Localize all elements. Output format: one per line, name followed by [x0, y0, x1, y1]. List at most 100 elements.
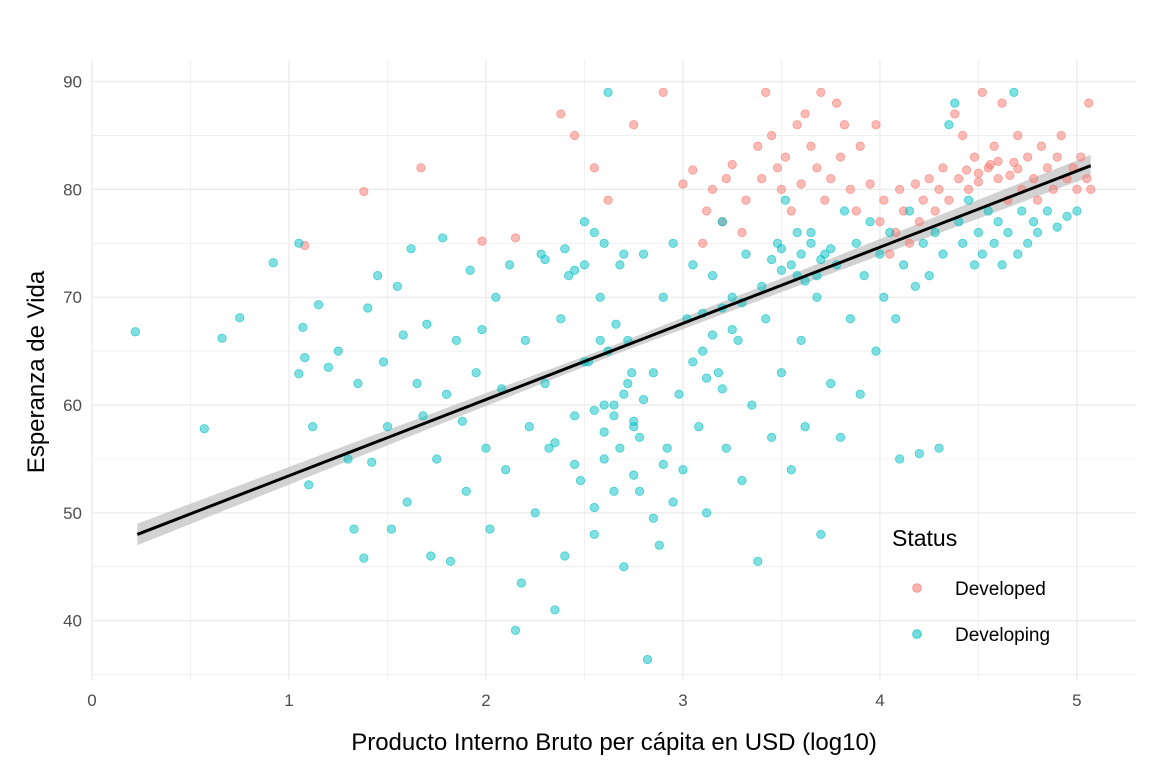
y-tick-label: 80	[63, 180, 82, 199]
point-developed	[944, 195, 954, 205]
point-developing	[1032, 227, 1043, 238]
point-developing	[544, 443, 554, 453]
point-developing	[599, 454, 609, 464]
point-developing	[707, 330, 718, 340]
point-developing	[904, 206, 915, 216]
point-developed	[851, 206, 861, 216]
point-developing	[530, 508, 540, 518]
point-developing	[589, 405, 599, 416]
legend: Status Developed Developing	[892, 525, 1050, 646]
point-developing	[930, 227, 940, 238]
point-developing	[520, 335, 530, 345]
point-developing	[812, 292, 822, 302]
point-developing	[556, 314, 566, 324]
point-developing	[654, 540, 664, 550]
point-developing	[386, 524, 397, 534]
point-developing	[471, 368, 481, 378]
point-developing	[313, 300, 324, 310]
point-developed	[1036, 141, 1047, 151]
point-developing	[924, 271, 934, 281]
point-developed	[556, 109, 566, 119]
x-tick-label: 0	[87, 691, 96, 710]
point-developing	[885, 227, 895, 238]
point-developing	[786, 465, 796, 475]
point-developing	[300, 352, 310, 363]
point-developing	[524, 422, 534, 432]
x-tick-label: 5	[1072, 691, 1081, 710]
point-developing	[560, 244, 570, 254]
point-developed	[1042, 163, 1052, 173]
point-developing	[792, 227, 802, 238]
legend-label-developing: Developing	[955, 625, 1050, 646]
point-developing	[402, 497, 412, 507]
point-developing	[806, 238, 816, 248]
point-developed	[938, 163, 948, 173]
point-developed	[812, 163, 822, 173]
point-developed	[910, 179, 920, 189]
point-developed	[757, 174, 767, 184]
point-developed	[989, 141, 999, 151]
point-developed	[835, 152, 846, 162]
point-developing	[1042, 206, 1052, 216]
point-developed	[954, 174, 964, 184]
point-developed	[1056, 130, 1066, 141]
point-developing	[944, 120, 954, 130]
point-developing	[989, 238, 999, 248]
point-developing	[658, 292, 668, 302]
y-tick-label: 40	[63, 612, 82, 631]
point-developing	[378, 357, 389, 367]
point-developing	[973, 227, 984, 238]
point-developing	[560, 551, 570, 561]
point-developing	[997, 260, 1007, 270]
point-developed	[721, 174, 731, 184]
point-developing	[766, 254, 777, 265]
point-developing	[786, 260, 796, 270]
point-developing	[826, 378, 836, 389]
point-developing	[564, 271, 574, 281]
x-tick-label: 2	[481, 691, 490, 710]
y-axis-title: Esperanza de Vida	[23, 270, 50, 473]
point-developing	[898, 260, 909, 270]
point-developing	[694, 422, 704, 432]
point-developing	[826, 244, 836, 254]
point-developed	[977, 87, 987, 97]
point-developed	[603, 195, 613, 205]
point-developing	[619, 249, 629, 259]
point-developing	[668, 497, 678, 507]
point-developing	[445, 556, 456, 566]
point-developing	[599, 238, 609, 248]
point-developing	[199, 424, 209, 434]
point-developing	[662, 443, 672, 453]
point-developing	[619, 562, 629, 572]
point-developed	[918, 195, 928, 205]
point-developing	[599, 400, 609, 410]
point-developed	[826, 174, 836, 184]
point-developing	[950, 98, 960, 108]
point-developing	[1023, 238, 1033, 248]
legend-label-developed: Developed	[955, 579, 1046, 600]
point-developing	[963, 195, 974, 205]
data-points	[130, 87, 1096, 665]
point-developing	[741, 249, 751, 259]
point-developing	[1062, 211, 1072, 221]
trend-line	[136, 164, 1092, 536]
point-developing	[865, 217, 875, 227]
point-developed	[973, 177, 984, 187]
point-developing	[800, 422, 810, 432]
point-developed	[914, 217, 924, 227]
point-developing	[504, 260, 515, 270]
point-developing	[589, 227, 599, 238]
point-developing	[570, 411, 580, 421]
point-developing	[367, 457, 377, 467]
point-developing	[477, 324, 487, 335]
point-developed	[737, 227, 747, 238]
point-developing	[871, 346, 881, 356]
point-developed	[698, 238, 708, 248]
point-developing	[595, 335, 605, 345]
point-developing	[432, 454, 442, 464]
point-developing	[615, 260, 625, 270]
point-developing	[373, 271, 383, 281]
point-developed	[678, 179, 688, 189]
point-developed	[875, 217, 885, 227]
point-developing	[713, 368, 724, 378]
